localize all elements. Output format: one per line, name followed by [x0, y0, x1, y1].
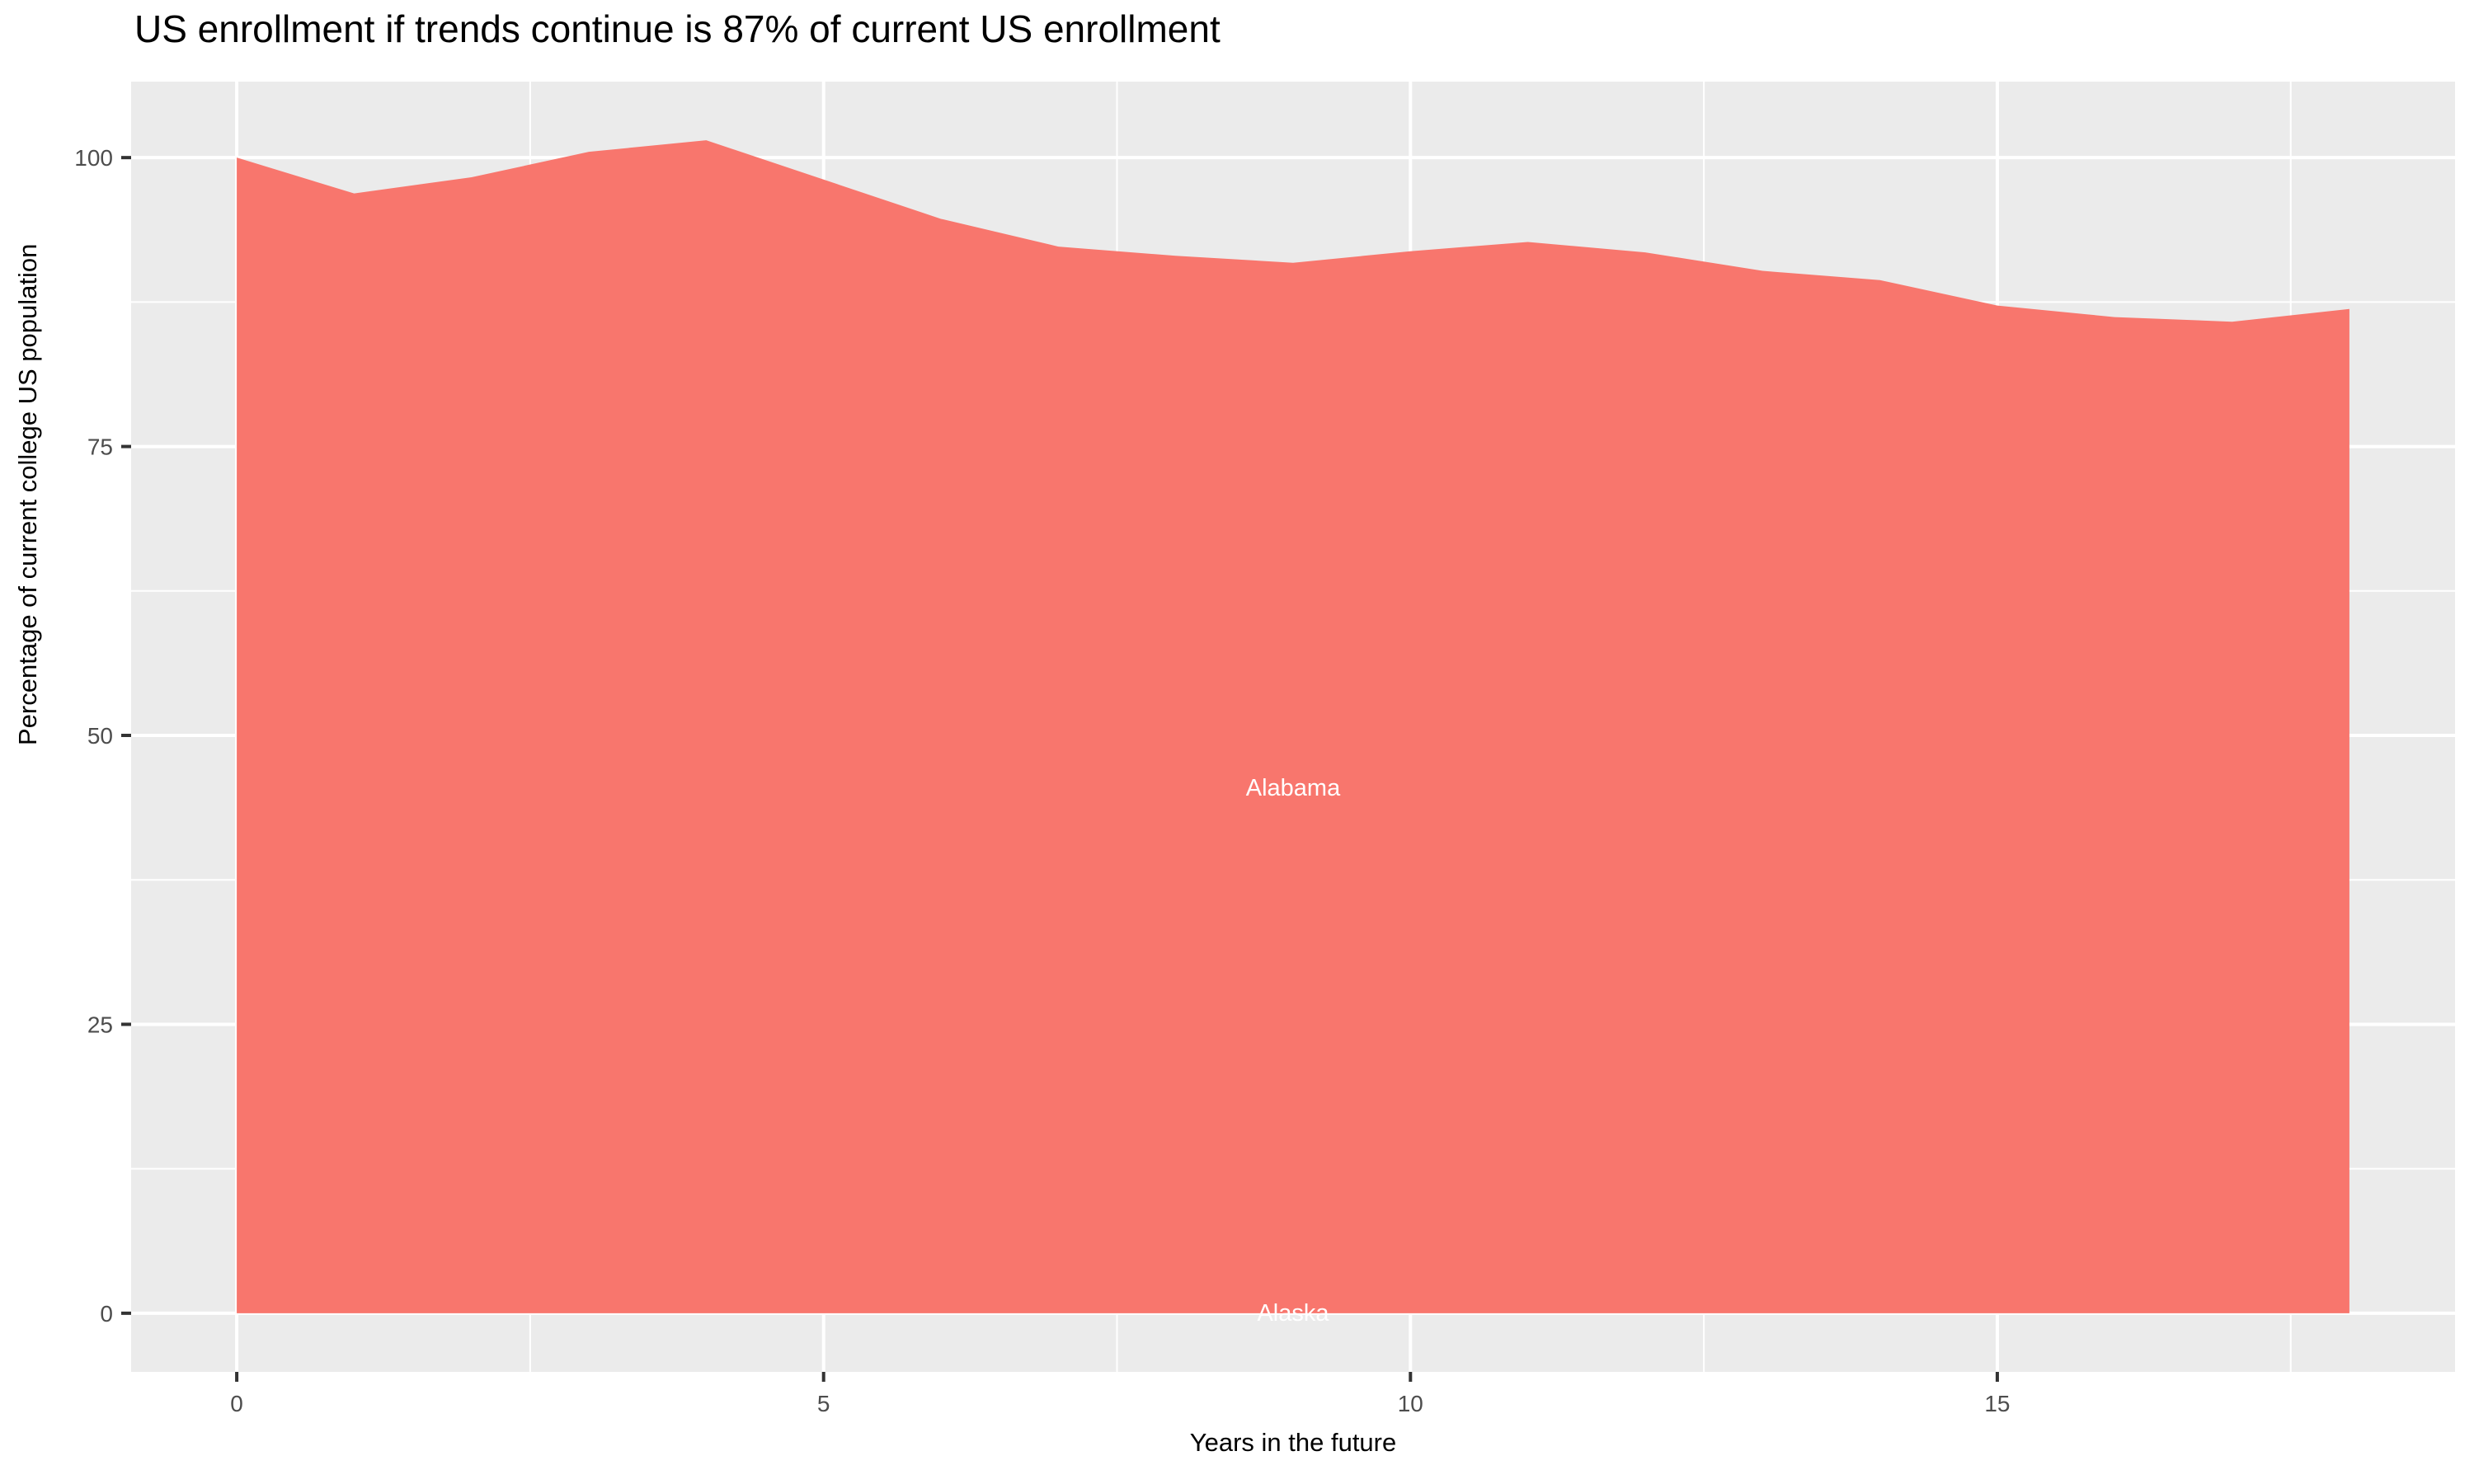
state-label-alaska: Alaska [1257, 1300, 1329, 1327]
y-axis-title-text: Percentage of current college US populat… [13, 243, 42, 745]
x-axis-title: Years in the future [1189, 1428, 1397, 1457]
x-tick-label: 10 [1398, 1391, 1423, 1416]
enrollment-area [237, 140, 2349, 1313]
y-tick-label: 75 [87, 434, 113, 460]
x-tick-label: 0 [230, 1391, 243, 1416]
chart-title: US enrollment if trends continue is 87% … [134, 7, 1221, 50]
y-axis-title: Percentage of current college US populat… [13, 244, 43, 745]
y-tick-label: 0 [100, 1301, 113, 1327]
x-tick-label: 15 [1984, 1391, 2010, 1416]
y-tick-label: 25 [87, 1012, 113, 1037]
y-tick-label: 50 [87, 723, 113, 749]
y-tick-label: 100 [74, 145, 113, 171]
x-tick-label: 5 [817, 1391, 830, 1416]
state-label-alabama: Alabama [1246, 775, 1341, 801]
